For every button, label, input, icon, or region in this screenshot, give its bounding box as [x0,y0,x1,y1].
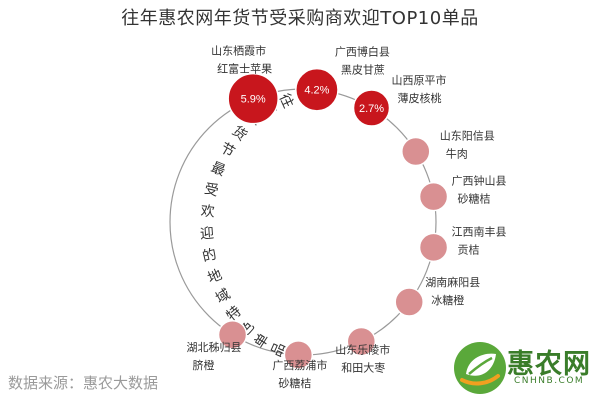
product-label: 脐橙 [193,358,215,372]
bubble-6 [418,232,449,263]
chart-title: 往年惠农网年货节受采购商欢迎TOP10单品 [121,8,479,29]
axis-label-char: 往 [276,91,296,110]
region-label: 湖北秭归县 [187,340,242,354]
bubble-8 [346,326,377,357]
product-label: 黑皮甘蔗 [341,64,385,77]
logo-url: CNHNB.COM [514,376,585,386]
bubble-10 [217,320,248,350]
data-source: 数据来源：惠农大数据 [8,374,159,392]
axis-label-char: 受 [203,181,220,200]
bubble-7 [394,287,424,317]
product-label: 薄皮核桃 [398,91,442,105]
region-label: 山西原平市 [392,73,447,87]
ring-arc [169,88,437,356]
bubble-2 [295,67,339,112]
bubble-9 [283,340,314,370]
region-label: 广西钟山县 [452,174,507,188]
product-label: 冰糖橙 [431,293,464,307]
product-label: 贡桔 [458,242,480,256]
bubble-value-label: 2.7% [359,103,384,115]
axis-label-char: 最 [209,160,228,180]
bubble-3 [352,89,391,127]
region-label: 山东乐陵市 [335,343,390,357]
region-label: 江西南丰县 [452,225,507,238]
product-label: 和田大枣 [341,361,385,375]
product-label: 砂糖桔 [278,376,311,390]
axis-label-char: 节 [217,140,237,161]
logo-text: 惠农网 [507,349,591,380]
region-label: 山东阳信县 [440,130,495,143]
product-label: 砂糖桔 [458,192,491,206]
axis-label-char: 迎 [200,226,215,243]
leaf-logo-icon [454,342,506,394]
axis-label-char: 地 [206,267,225,287]
region-label: 广西博白县 [335,45,390,59]
axis-label-char: 欢 [200,203,215,220]
product-label: 红富士苹果 [217,62,272,76]
region-label: 山东栖霞市 [211,44,266,58]
bubble-5 [418,181,449,212]
bubble-value-label: 4.2% [304,85,329,97]
axis-label-char: 域 [213,286,233,307]
axis-label: 往年年货节最受欢迎的地域特色单品 [200,91,297,359]
bubble-value-label: 5.9% [241,94,266,106]
axis-label-char: 货 [229,122,251,144]
bubble-1 [227,72,279,125]
axis-label-char: 的 [201,247,218,266]
region-label: 广西荔浦市 [272,358,327,372]
product-label: 牛肉 [446,147,468,161]
region-label: 湖南麻阳县 [425,275,480,289]
hnw-logo: 惠农网 CNHNB.COM [452,340,600,400]
bubble-4 [401,136,431,167]
